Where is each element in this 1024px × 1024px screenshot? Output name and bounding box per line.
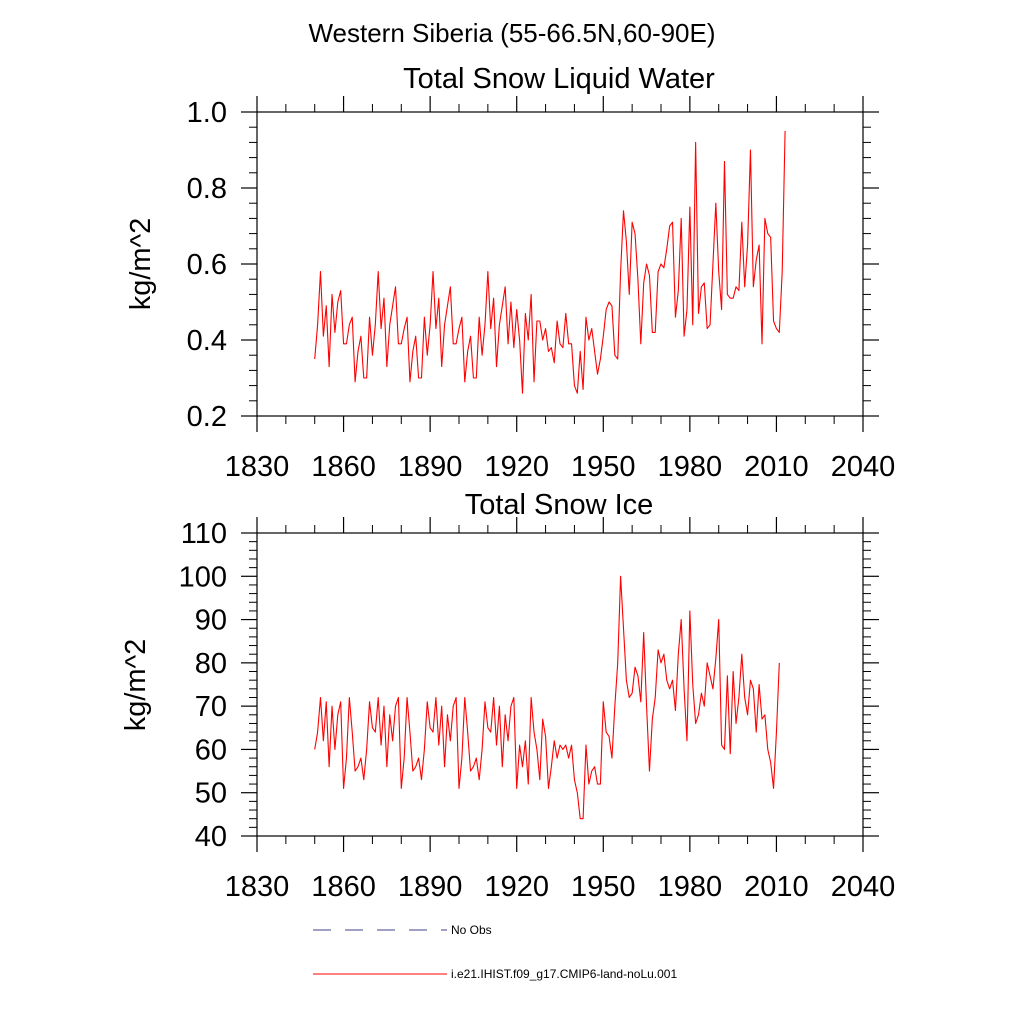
panel-title-snow-ice: Total Snow Ice [465,489,654,521]
y-axis-label-snow-liquid-water: kg/m^2 [125,218,157,311]
series-group-snow-ice [314,575,780,820]
y-tick-label: 40 [195,821,227,853]
x-tick-label: 2010 [744,451,809,483]
panel-snow-liquid-water: Total Snow Liquid Water kg/m^2 1830 1860 1… [125,63,895,483]
x-tick-label: 1860 [311,871,376,903]
panel-title-snow-liquid-water: Total Snow Liquid Water [403,63,715,95]
legend-label-no-obs: No Obs [451,923,492,937]
figure-title: Western Siberia (55-66.5N,60-90E) [308,18,715,48]
y-tick-label: 1.0 [187,97,227,129]
x-tick-label: 1920 [484,871,549,903]
y-tick-label: 90 [195,605,227,637]
y-tick-label: 60 [195,734,227,766]
x-tick-label: 1860 [311,451,376,483]
legend-label-model-run: i.e21.IHIST.f09_g17.CMIP6-land-noLu.001 [451,967,677,981]
panel-snow-ice: Total Snow Ice kg/m^2 1830 1860 1890 1920 19… [120,489,895,903]
y-tick-label: 0.6 [187,249,227,281]
y-tick-label: 80 [195,648,227,680]
legend: No Obs i.e21.IHIST.f09_g17.CMIP6-land-no… [313,923,677,981]
y-tick-label: 110 [181,518,227,550]
plot-frame-snow-ice [256,532,864,837]
axis-ticks-snow-ice: 1830 1860 1890 1920 1950 1980 2010 2040 40 50 60 70… [179,517,896,903]
axis-ticks-snow-liquid-water: 1830 1860 1890 1920 1950 1980 2010 2040 0.2 0.4 0.… [187,96,896,483]
y-axis-label-snow-ice: kg/m^2 [120,639,152,732]
x-tick-label: 2010 [744,871,809,903]
y-tick-label: 50 [195,778,227,810]
x-tick-label: 1830 [225,451,290,483]
series-line [314,575,780,820]
x-tick-label: 1980 [658,871,723,903]
x-tick-label: 1980 [658,451,723,483]
y-tick-label: 0.4 [187,325,227,357]
x-tick-label: 1890 [398,451,463,483]
y-tick-label: 0.8 [187,173,227,205]
x-tick-label: 1830 [225,871,290,903]
plot-frame-snow-liquid-water [256,111,864,417]
x-tick-label: 1950 [571,871,636,903]
y-tick-label: 0.2 [187,401,227,433]
x-tick-label: 1920 [484,451,549,483]
x-tick-label: 2040 [831,871,896,903]
x-tick-label: 1890 [398,871,463,903]
y-tick-label: 100 [179,561,227,593]
series-line [314,130,786,394]
x-tick-label: 2040 [831,451,896,483]
y-tick-label: 70 [195,691,227,723]
x-tick-label: 1950 [571,451,636,483]
series-group-snow-liquid-water [314,130,786,394]
